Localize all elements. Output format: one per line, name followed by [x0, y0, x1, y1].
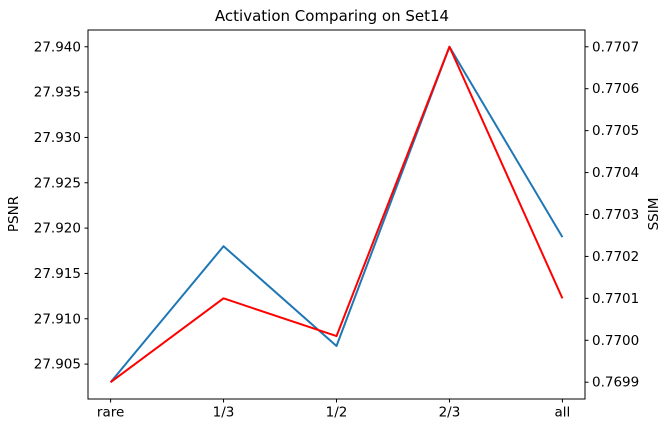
left-axis-ticks: 27.905 27.910 27.915 27.920 27.925 27.930 27.9… [34, 39, 88, 373]
right-axis-ticks: 0.7699 0.7700 0.7701 0.7702 0.7703 0.7704 0.77… [585, 39, 639, 391]
right-tick-label: 0.7699 [592, 375, 639, 391]
left-tick-label: 27.925 [34, 175, 81, 191]
left-axis-label: PSNR [6, 195, 22, 233]
left-tick-label: 27.930 [34, 130, 81, 146]
chart-title: Activation Comparing on Set14 [214, 7, 450, 25]
x-tick-label: 2/3 [439, 405, 461, 421]
axes-frame [87, 29, 586, 400]
right-tick-label: 0.7706 [592, 81, 639, 97]
right-tick-label: 0.7704 [592, 165, 639, 181]
right-tick-label: 0.7700 [592, 333, 639, 349]
right-tick-label: 0.7707 [592, 39, 639, 55]
ssim-line [109, 45, 564, 384]
x-axis-ticks: rare 1/3 1/2 2/3 all [97, 399, 570, 421]
left-tick-label: 27.935 [34, 85, 81, 101]
x-tick-label: all [555, 405, 571, 421]
x-tick-label: 1/3 [213, 405, 235, 421]
left-tick-label: 27.905 [34, 357, 81, 373]
left-tick-label: 27.920 [34, 221, 81, 237]
right-tick-label: 0.7705 [592, 123, 639, 139]
psnr-line [109, 45, 564, 383]
right-tick-label: 0.7702 [592, 249, 639, 265]
left-tick-label: 27.910 [34, 311, 81, 327]
x-tick-label: 1/2 [326, 405, 348, 421]
right-axis-label: SSIM [646, 197, 662, 231]
x-tick-label: rare [97, 405, 124, 421]
right-tick-label: 0.7703 [592, 207, 639, 223]
left-tick-label: 27.915 [34, 266, 81, 282]
right-tick-label: 0.7701 [592, 291, 639, 307]
left-tick-label: 27.940 [34, 39, 81, 55]
